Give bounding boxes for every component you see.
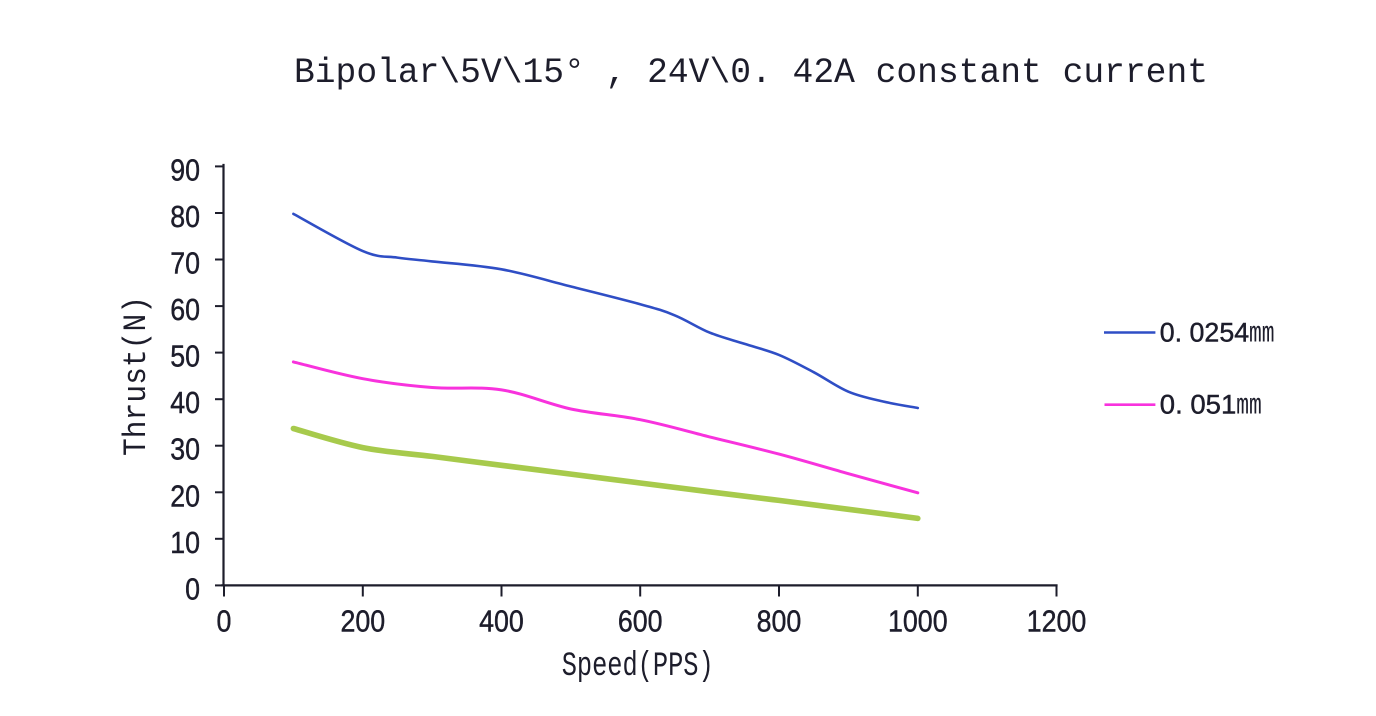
svg-text:1000: 1000 xyxy=(888,604,948,639)
svg-text:0: 0 xyxy=(217,604,232,639)
svg-text:80: 80 xyxy=(170,199,200,234)
svg-text:50: 50 xyxy=(170,339,200,374)
svg-text:Thrust(N): Thrust(N) xyxy=(118,296,155,456)
svg-text:0: 0 xyxy=(185,571,200,606)
svg-text:Bipolar\5V\15° , 24V\0. 42A co: Bipolar\5V\15° , 24V\0. 42A constant cur… xyxy=(294,53,1208,93)
svg-text:90: 90 xyxy=(170,152,200,187)
svg-text:10: 10 xyxy=(170,525,200,560)
svg-text:60: 60 xyxy=(170,292,200,327)
svg-text:0. 0254: 0. 0254 xyxy=(1160,317,1249,347)
svg-text:400: 400 xyxy=(479,604,524,639)
svg-text:200: 200 xyxy=(340,604,385,639)
svg-text:20: 20 xyxy=(170,478,200,513)
svg-text:mm: mm xyxy=(1249,317,1275,351)
svg-text:1200: 1200 xyxy=(1027,604,1087,639)
svg-text:70: 70 xyxy=(170,246,200,281)
svg-text:Speed(PPS): Speed(PPS) xyxy=(562,648,714,686)
svg-text:800: 800 xyxy=(757,604,802,639)
svg-text:600: 600 xyxy=(618,604,663,639)
svg-text:mm: mm xyxy=(1236,389,1262,423)
svg-text:30: 30 xyxy=(170,432,200,467)
svg-text:0. 051: 0. 051 xyxy=(1160,389,1237,419)
svg-text:40: 40 xyxy=(170,385,200,420)
